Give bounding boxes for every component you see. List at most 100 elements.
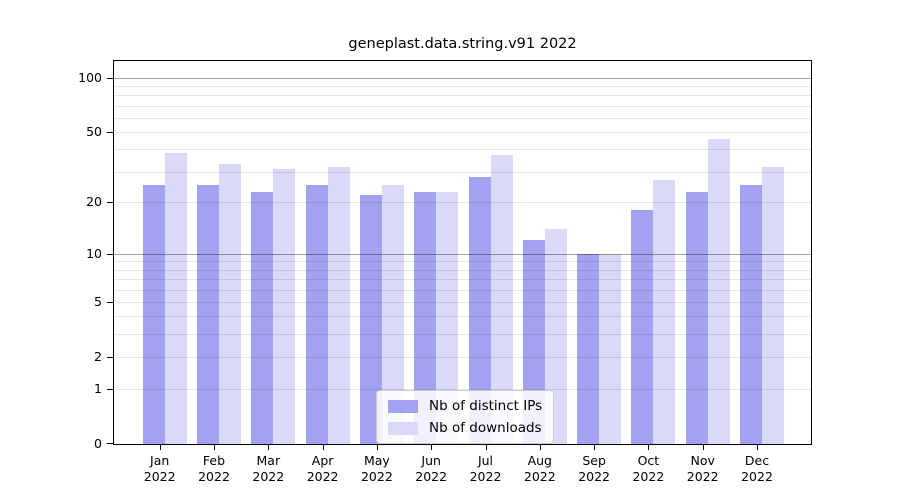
y-tick-50 bbox=[107, 132, 113, 134]
bar-distinct-ips-oct bbox=[631, 210, 654, 444]
x-tick-month-text: Jun bbox=[421, 453, 441, 468]
x-tick-month-text: Dec bbox=[744, 453, 770, 468]
x-tick-sep bbox=[594, 444, 596, 450]
x-tick-year-text: 2022 bbox=[523, 469, 556, 484]
x-tick-month-text: Nov bbox=[690, 453, 715, 468]
y-tick-label-50: 50 bbox=[86, 124, 102, 140]
x-tick-nov bbox=[702, 444, 704, 450]
legend-swatch-downloads bbox=[388, 421, 418, 435]
bar-downloads-oct bbox=[653, 179, 676, 444]
x-tick-month-text: Sep bbox=[582, 453, 606, 468]
bar-downloads-apr bbox=[327, 166, 350, 444]
x-tick-aug bbox=[539, 444, 541, 450]
y-tick-10 bbox=[107, 253, 113, 255]
bar-distinct-ips-apr bbox=[305, 185, 328, 444]
x-tick-mar bbox=[268, 444, 270, 450]
x-tick-label-apr: Apr 2022 bbox=[293, 453, 353, 485]
x-tick-label-feb: Feb 2022 bbox=[184, 453, 244, 485]
bar-distinct-ips-nov bbox=[685, 191, 708, 444]
x-tick-label-dec: Dec 2022 bbox=[727, 453, 787, 485]
plot-area: Nb of distinct IPs Nb of downloads 0 1 2 5 1… bbox=[78, 60, 812, 484]
x-tick-label-aug: Aug 2022 bbox=[510, 453, 570, 485]
x-tick-dec bbox=[757, 444, 758, 450]
x-tick-month-text: Mar bbox=[256, 453, 281, 468]
y-tick-label-10: 10 bbox=[86, 245, 102, 261]
x-tick-year-text: 2022 bbox=[578, 469, 610, 484]
x-tick-month-text: Aug bbox=[527, 453, 552, 468]
x-tick-feb bbox=[214, 444, 215, 450]
bar-downloads-dec bbox=[762, 166, 784, 444]
x-tick-month-text: Jan bbox=[150, 453, 170, 468]
bar-downloads-feb bbox=[219, 164, 241, 444]
x-tick-label-nov: Nov 2022 bbox=[673, 453, 733, 485]
chart-title: geneplast.data.string.v91 2022 bbox=[348, 36, 577, 52]
x-tick-year-text: 2022 bbox=[741, 469, 773, 484]
x-tick-jan bbox=[159, 444, 161, 450]
bar-downloads-jan bbox=[164, 153, 187, 444]
bar-distinct-ips-feb bbox=[197, 185, 219, 444]
x-tick-year-text: 2022 bbox=[198, 469, 230, 484]
x-tick-year-text: 2022 bbox=[632, 469, 665, 484]
x-tick-year-text: 2022 bbox=[252, 469, 285, 484]
x-tick-year-text: 2022 bbox=[306, 469, 339, 484]
y-tick-1 bbox=[107, 389, 113, 390]
x-tick-month-text: Oct bbox=[637, 453, 660, 468]
y-tick-label-5: 5 bbox=[94, 293, 102, 309]
y-tick-label-2: 2 bbox=[94, 348, 102, 364]
legend-swatch-distinct-ips bbox=[388, 399, 418, 413]
x-tick-may bbox=[376, 444, 378, 450]
bar-distinct-ips-jul bbox=[468, 176, 491, 444]
y-tick-label-0: 0 bbox=[94, 436, 102, 451]
y-tick-20 bbox=[107, 202, 113, 204]
gridline-40 bbox=[114, 149, 811, 151]
bar-downloads-mar bbox=[273, 169, 296, 444]
x-tick-year-text: 2022 bbox=[686, 469, 719, 484]
x-tick-label-jun: Jun 2022 bbox=[401, 453, 461, 485]
y-tick-2 bbox=[107, 356, 113, 358]
gridline-100 bbox=[114, 77, 811, 79]
bar-distinct-ips-jun bbox=[414, 191, 437, 444]
legend-label-downloads: Nb of downloads bbox=[429, 420, 542, 436]
y-tick-5 bbox=[107, 301, 113, 303]
bar-distinct-ips-dec bbox=[740, 185, 762, 444]
bar-distinct-ips-may bbox=[359, 195, 382, 444]
x-tick-label-mar: Mar 2022 bbox=[238, 453, 298, 485]
x-tick-label-oct: Oct 2022 bbox=[618, 453, 678, 485]
legend: Nb of distinct IPs Nb of downloads bbox=[376, 390, 555, 444]
bar-downloads-sep bbox=[599, 253, 622, 444]
bar-distinct-ips-jan bbox=[142, 185, 165, 444]
legend-row-downloads: Nb of downloads bbox=[388, 420, 542, 436]
gridline-50 bbox=[114, 132, 811, 134]
bar-distinct-ips-mar bbox=[251, 191, 274, 444]
bar-downloads-nov bbox=[707, 138, 730, 444]
x-tick-apr bbox=[322, 444, 324, 450]
x-tick-year-text: 2022 bbox=[415, 469, 448, 484]
gridline-70 bbox=[114, 105, 811, 107]
gridline-80 bbox=[114, 95, 811, 97]
y-tick-100 bbox=[107, 77, 113, 79]
x-tick-month-text: May bbox=[363, 453, 390, 468]
y-tick-0 bbox=[107, 443, 113, 444]
x-tick-label-sep: Sep 2022 bbox=[564, 453, 624, 485]
x-tick-jul bbox=[485, 444, 487, 450]
x-tick-month-text: Jul bbox=[477, 453, 494, 468]
x-tick-label-jan: Jan 2022 bbox=[130, 453, 190, 485]
bar-downloads-jul bbox=[490, 155, 513, 444]
x-tick-year-text: 2022 bbox=[143, 469, 176, 484]
bar-distinct-ips-sep bbox=[577, 253, 600, 444]
x-tick-label-may: May 2022 bbox=[347, 453, 407, 485]
bar-downloads-jun bbox=[436, 191, 459, 444]
y-tick-label-1: 1 bbox=[94, 381, 102, 396]
legend-label-distinct-ips: Nb of distinct IPs bbox=[429, 398, 543, 414]
x-tick-month-text: Feb bbox=[202, 453, 226, 468]
legend-row-distinct-ips: Nb of distinct IPs bbox=[388, 398, 542, 414]
gridline-60 bbox=[114, 117, 811, 119]
x-tick-year-text: 2022 bbox=[469, 469, 502, 484]
x-tick-year-text: 2022 bbox=[360, 469, 393, 484]
gridline-90 bbox=[114, 86, 811, 88]
x-tick-jun bbox=[431, 444, 433, 450]
y-tick-label-100: 100 bbox=[78, 69, 102, 85]
x-tick-month-text: Apr bbox=[311, 453, 334, 468]
bar-downloads-may bbox=[381, 185, 404, 444]
